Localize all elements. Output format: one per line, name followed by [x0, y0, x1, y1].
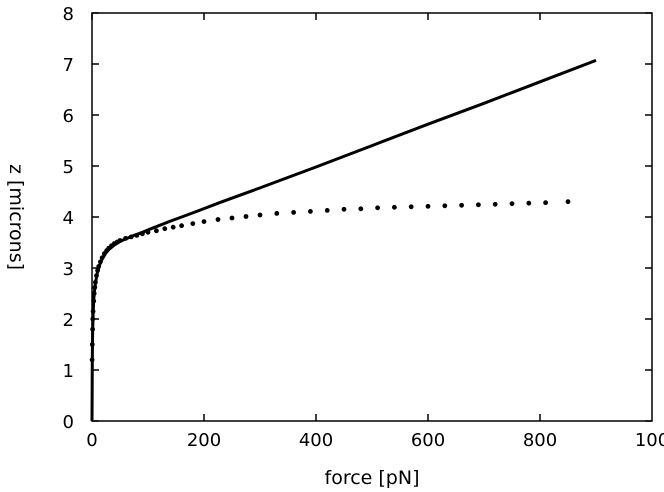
series-point — [95, 268, 100, 273]
y-tick-label: 6 — [63, 106, 74, 127]
series-point — [89, 357, 95, 363]
series-point — [117, 238, 123, 243]
series-point — [90, 316, 96, 322]
series-point — [425, 203, 431, 209]
series-point — [134, 233, 140, 238]
x-tick-label: 200 — [187, 430, 221, 451]
series-layer — [89, 58, 597, 422]
series-point — [90, 309, 96, 314]
series-point — [375, 205, 380, 211]
x-axis-label: force [pN] — [325, 467, 420, 489]
series-point — [291, 210, 296, 215]
series-line-solid — [90, 58, 597, 422]
y-tick-label: 5 — [63, 157, 74, 178]
y-axis-label: z [microns] — [5, 164, 27, 270]
series-point — [96, 264, 102, 269]
series-point — [201, 219, 207, 225]
series-point — [274, 211, 280, 216]
plot-frame — [91, 12, 653, 422]
x-tick-label: 100 — [635, 430, 664, 451]
series-point — [162, 226, 168, 232]
series-point — [93, 279, 98, 285]
series-point — [243, 214, 249, 219]
series-point — [154, 228, 159, 234]
series-point — [392, 204, 397, 210]
x-tick-labels: 0 200 400 600 800 100 — [86, 430, 664, 451]
y-tick-label: 2 — [63, 310, 74, 331]
series-point — [128, 234, 134, 240]
series-point — [476, 202, 481, 208]
series-point — [229, 215, 235, 221]
series-point — [324, 208, 330, 213]
y-tick-labels: 0 1 2 3 4 5 6 7 8 — [63, 4, 74, 433]
series-point — [526, 200, 532, 206]
series-point — [92, 285, 98, 290]
series-point — [91, 298, 97, 304]
y-tick-label: 7 — [63, 55, 74, 76]
y-tick-label: 3 — [63, 259, 74, 280]
x-tick-label: 400 — [299, 430, 333, 451]
series-point — [91, 291, 97, 296]
series-point — [179, 223, 185, 229]
axis-ticks — [91, 12, 652, 422]
y-tick-label: 4 — [63, 208, 74, 229]
series-point — [98, 259, 103, 265]
series-point — [492, 201, 498, 207]
series-point — [257, 212, 263, 218]
series-point — [565, 199, 571, 205]
series-point — [94, 273, 99, 278]
x-tick-label: 800 — [523, 430, 557, 451]
series-point — [215, 217, 221, 222]
series-point — [145, 229, 151, 235]
series-point — [99, 255, 105, 261]
series-point — [341, 206, 347, 212]
series-point — [170, 224, 176, 230]
series-point — [190, 221, 196, 227]
series-point — [89, 342, 95, 347]
x-tick-label: 0 — [86, 430, 97, 451]
x-tick-label: 600 — [411, 430, 445, 451]
series-point — [90, 326, 95, 332]
y-tick-label: 1 — [63, 361, 74, 382]
series-point — [543, 200, 548, 206]
series-point — [459, 202, 464, 208]
series-point — [408, 204, 414, 210]
y-tick-label: 8 — [63, 4, 74, 25]
series-point — [358, 206, 364, 212]
series-point — [308, 209, 313, 214]
series-point — [509, 201, 515, 207]
y-tick-label: 0 — [63, 412, 74, 433]
series-point — [442, 203, 448, 209]
series-point — [123, 236, 128, 241]
series-point — [140, 231, 145, 237]
